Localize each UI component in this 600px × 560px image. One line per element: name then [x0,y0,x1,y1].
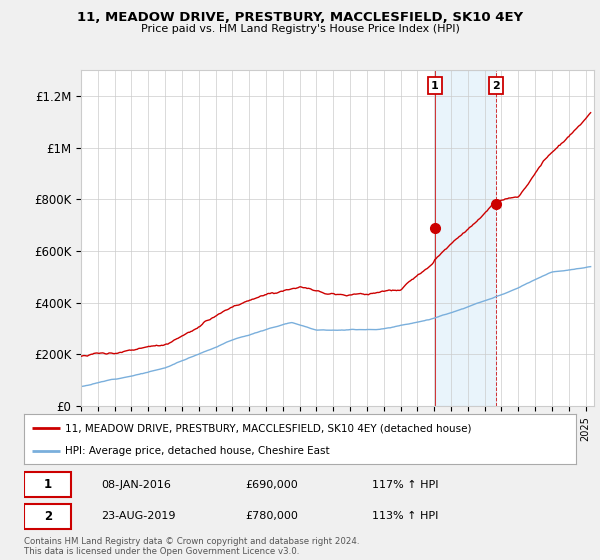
Text: Price paid vs. HM Land Registry's House Price Index (HPI): Price paid vs. HM Land Registry's House … [140,24,460,34]
Text: 2: 2 [44,510,52,523]
Text: 08-JAN-2016: 08-JAN-2016 [101,480,171,490]
Text: 2: 2 [492,81,499,91]
FancyBboxPatch shape [24,473,71,497]
Text: 23-AUG-2019: 23-AUG-2019 [101,511,176,521]
Text: 11, MEADOW DRIVE, PRESTBURY, MACCLESFIELD, SK10 4EY: 11, MEADOW DRIVE, PRESTBURY, MACCLESFIEL… [77,11,523,24]
Text: £780,000: £780,000 [245,511,298,521]
Text: 1: 1 [431,81,439,91]
Text: 117% ↑ HPI: 117% ↑ HPI [372,480,438,490]
Text: Contains HM Land Registry data © Crown copyright and database right 2024.
This d: Contains HM Land Registry data © Crown c… [24,536,359,556]
Text: 11, MEADOW DRIVE, PRESTBURY, MACCLESFIELD, SK10 4EY (detached house): 11, MEADOW DRIVE, PRESTBURY, MACCLESFIEL… [65,423,472,433]
Text: 1: 1 [44,478,52,492]
Bar [435,70,496,406]
Text: 113% ↑ HPI: 113% ↑ HPI [372,511,438,521]
Text: HPI: Average price, detached house, Cheshire East: HPI: Average price, detached house, Ches… [65,446,330,456]
Text: £690,000: £690,000 [245,480,298,490]
FancyBboxPatch shape [24,504,71,529]
